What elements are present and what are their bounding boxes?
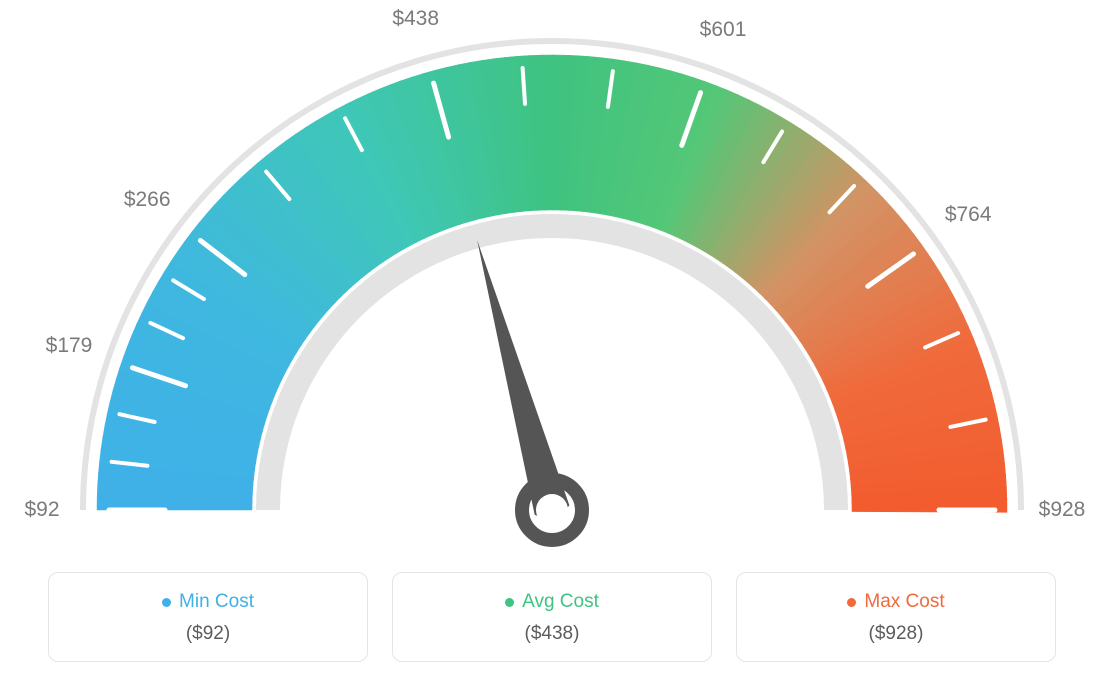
gauge-tick-label: $601 xyxy=(700,18,747,42)
gauge-tick-label: $179 xyxy=(46,334,93,358)
legend-title-max: Max Cost xyxy=(847,591,944,613)
legend-card-avg: Avg Cost ($438) xyxy=(392,572,712,662)
legend-row: Min Cost ($92) Avg Cost ($438) Max Cost … xyxy=(0,572,1104,662)
legend-value-min: ($92) xyxy=(59,623,357,645)
gauge-tick-label: $764 xyxy=(945,203,992,227)
dot-icon xyxy=(162,598,171,607)
legend-title-min: Min Cost xyxy=(162,591,254,613)
gauge-tick-label: $266 xyxy=(124,188,171,212)
gauge-tick-label: $438 xyxy=(392,7,439,31)
gauge-tick-label: $92 xyxy=(24,498,59,522)
legend-title-avg: Avg Cost xyxy=(505,591,599,613)
legend-title-text: Avg Cost xyxy=(522,591,599,613)
gauge-tick-label: $928 xyxy=(1039,498,1086,522)
legend-title-text: Max Cost xyxy=(864,591,944,613)
legend-value-max: ($928) xyxy=(747,623,1045,645)
legend-title-text: Min Cost xyxy=(179,591,254,613)
dot-icon xyxy=(505,598,514,607)
legend-card-min: Min Cost ($92) xyxy=(48,572,368,662)
gauge-svg xyxy=(0,0,1104,560)
gauge-container: $92 $179 $266 $438 $601 $764 $928 xyxy=(0,0,1104,560)
legend-value-avg: ($438) xyxy=(403,623,701,645)
legend-card-max: Max Cost ($928) xyxy=(736,572,1056,662)
dot-icon xyxy=(847,598,856,607)
